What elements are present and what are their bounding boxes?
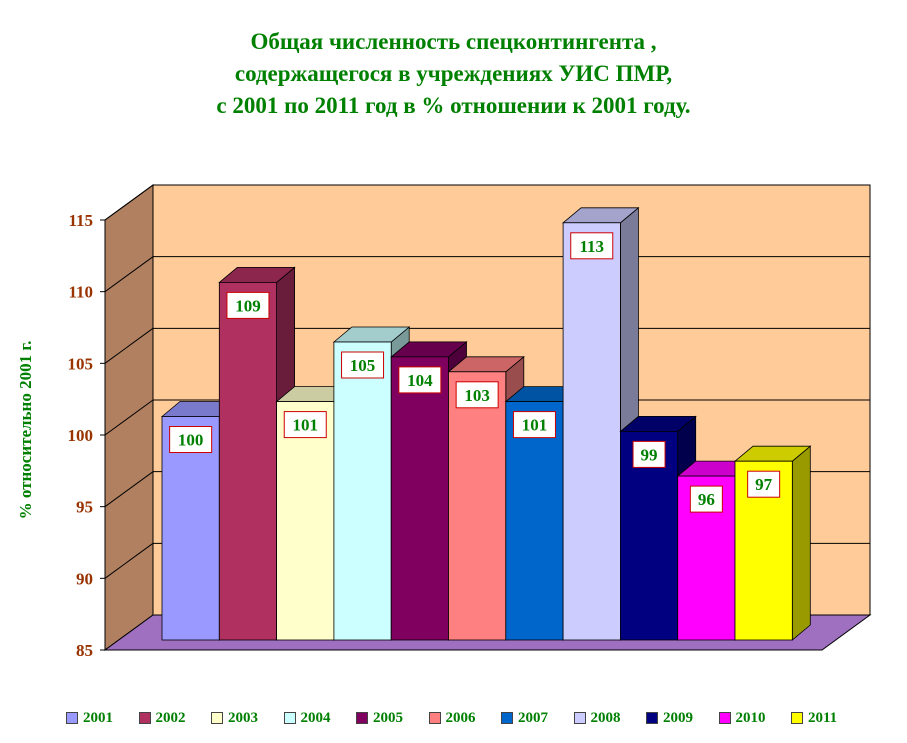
data-label-box [398,366,442,394]
legend-label: 2004 [300,709,331,726]
bar-2003 [276,401,335,641]
gridline-side [104,399,154,436]
legend-label: 2001 [83,709,113,726]
chart-title: Общая численность спецконтингента , соде… [0,26,907,122]
legend-label: 2007 [518,709,548,726]
legend-item: 2009 [646,708,693,728]
legend-item: 2005 [356,708,403,728]
legend-swatch [646,712,658,724]
data-label: 101 [522,416,548,435]
bar-2005 [390,356,449,641]
bar-2002 [218,281,278,641]
chart-legend: 2001 2002 2003 2004 2005 2006 2007 2008 2009 2010… [0,708,907,730]
bar-2008 [562,222,621,641]
legend-swatch [718,712,731,724]
data-label: 100 [178,431,204,450]
legend-label: 2006 [445,709,476,726]
legend-swatch [211,712,223,724]
y-tick-label: 85 [76,641,93,660]
y-tick-label: 110 [68,283,93,302]
data-label-box [689,485,723,513]
legend-swatch [791,712,803,724]
legend-label: 2009 [663,709,693,726]
data-label: 113 [579,237,604,256]
data-label-box [747,470,781,498]
legend-item: 2011 [791,708,837,728]
data-label-box [283,411,327,439]
data-label: 109 [235,296,261,315]
legend-item: 2004 [283,708,331,728]
legend-label: 2005 [373,709,403,726]
y-tick-label: 115 [68,211,93,230]
data-label: 99 [641,445,658,464]
y-tick-label: 100 [68,426,94,445]
gridline-side [104,327,154,364]
legend-swatch [356,712,368,724]
gridline-side [104,256,154,293]
legend-item: 2007 [501,708,548,728]
title-line-1: Общая численность спецконтингента , [250,29,657,54]
gridline-side [104,184,154,221]
data-label-box [341,351,385,379]
title-line-3: с 2001 по 2011 год в % отношении к 2001 … [216,93,691,118]
data-label: 101 [293,416,319,435]
legend-swatch [573,712,586,724]
legend-item: 2003 [211,708,258,728]
data-label: 97 [755,475,773,494]
data-label: 96 [698,490,715,509]
legend-swatch [428,712,441,724]
data-label-box [169,426,213,453]
bar-side [791,445,811,641]
data-label-box [226,291,270,319]
data-label: 104 [407,371,433,390]
legend-label: 2002 [155,709,186,726]
legend-swatch [501,712,513,724]
legend-item: 2001 [66,708,113,728]
gridline-side [104,471,154,508]
gridline-side [104,542,154,579]
legend-label: 2010 [735,709,766,726]
bar-2004 [333,341,392,641]
legend-item: 2006 [428,708,476,728]
bar-chart-3d: 85 90 95 100 105 110 115 100 109 101 105 104 103 101 1… [68,184,872,660]
legend-label: 2011 [808,709,838,726]
bar-2001 [161,416,220,641]
data-label: 103 [464,386,490,405]
title-line-2: содержащегося в учреждениях УИС ПМР, [234,61,673,86]
data-label: 105 [350,356,376,375]
data-label-box [632,440,666,468]
legend-label: 2008 [590,709,621,726]
y-tick-label: 90 [76,569,93,588]
legend-item: 2010 [718,708,766,728]
y-tick-label: 95 [76,498,93,517]
legend-label: 2003 [228,709,258,726]
y-tick-label: 105 [68,354,94,373]
data-label-box [455,381,499,409]
bar-2007 [505,401,564,641]
legend-swatch [138,712,151,724]
legend-item: 2008 [573,708,621,728]
legend-swatch [66,712,78,724]
data-label-box [512,411,556,439]
legend-swatch [283,712,296,724]
legend-item: 2002 [138,708,186,728]
data-label-box [570,232,614,260]
bar-2006 [448,371,507,641]
